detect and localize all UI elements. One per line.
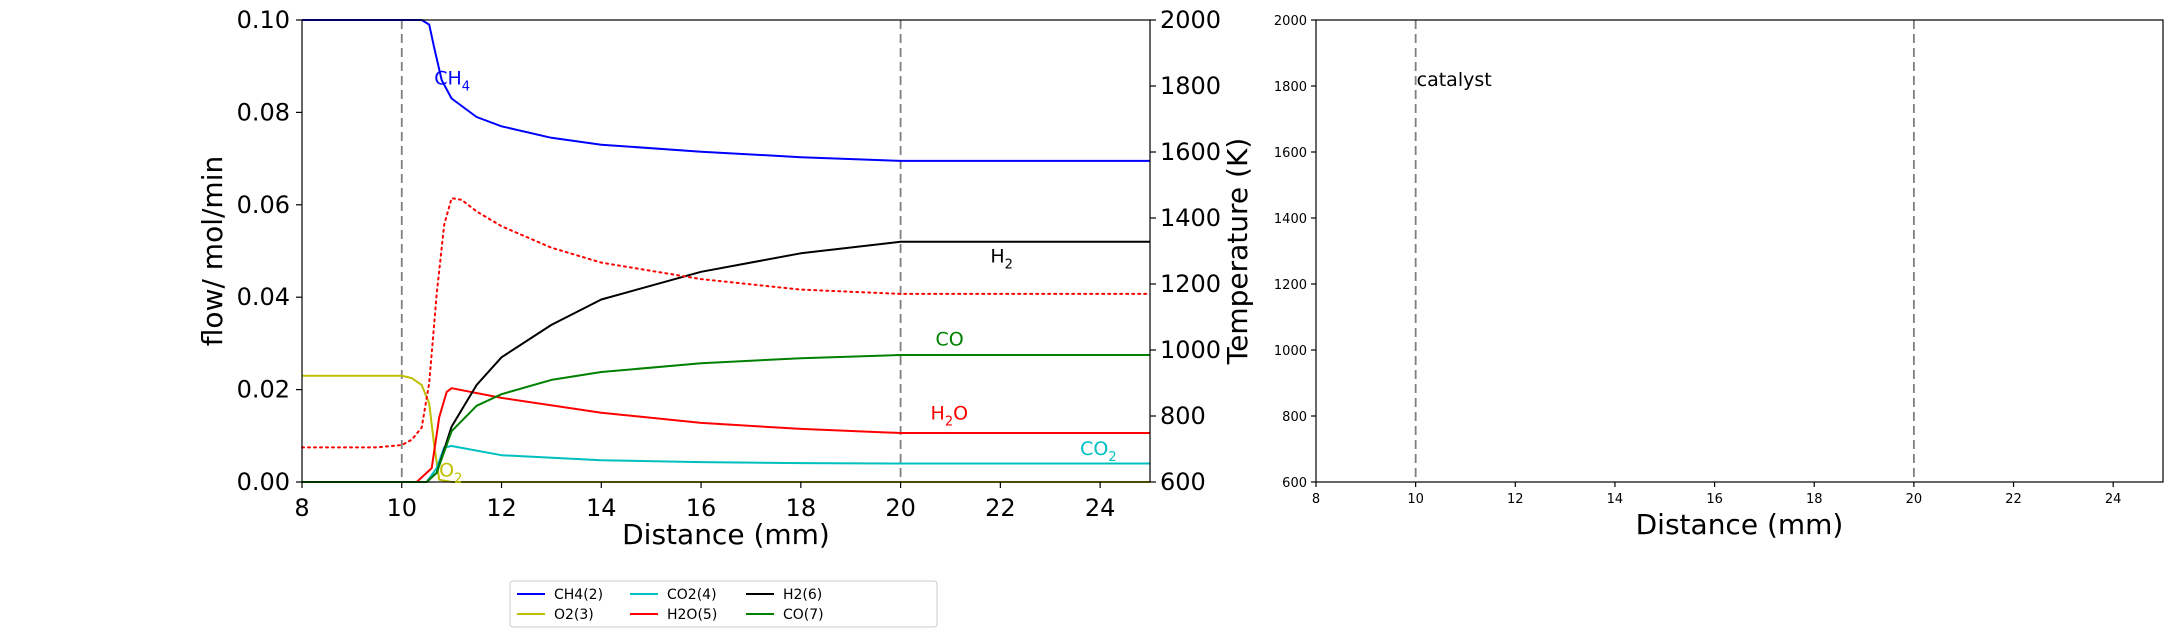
y-tick-label: 1600	[1274, 146, 1307, 161]
x-tick-label: 22	[2005, 492, 2022, 507]
species-label-text: H	[931, 403, 945, 425]
x-axis-ticks: 8 10 12 14 16 18 20 22 24	[294, 482, 1115, 522]
x-tick-label: 16	[1706, 492, 1723, 507]
species-label-subscript: 2	[1108, 450, 1116, 465]
series-line-o2-3-	[302, 374, 1150, 483]
species-label-suffix: O	[953, 403, 968, 425]
species-label: CH4	[434, 68, 470, 95]
legend-label: O2(3)	[554, 607, 594, 623]
y2-axis-title: Temperature (K)	[1221, 138, 1254, 365]
species-label: O2	[439, 459, 462, 486]
y-axis-ticks: 0.00 0.02 0.04 0.06 0.08 0.10	[237, 6, 302, 496]
y-axis-title: flow/ mol/min	[196, 156, 229, 346]
catalyst-boundary-lines	[1414, 20, 1915, 482]
legend-label: H2O(5)	[667, 607, 717, 623]
x-tick-label: 14	[1607, 492, 1624, 507]
species-label: CO	[936, 329, 964, 351]
y2-tick-label: 1200	[1160, 270, 1221, 298]
legend-label: CO2(4)	[667, 587, 717, 603]
y-tick-label: 1400	[1274, 212, 1307, 227]
y-tick-label: 0.04	[237, 283, 290, 311]
species-label-subscript: 2	[945, 415, 953, 430]
legend: CH4(2) O2(3) CO2(4) H2O(5) H2(6) CO(7)	[509, 580, 938, 628]
x-axis-title: Distance (mm)	[1636, 508, 1844, 541]
y-tick-label: 2000	[1274, 14, 1307, 29]
y-axis-ticks: 600 800 1000 1200 1400 1600 1800 2000	[1274, 14, 1316, 491]
species-label: CO2	[1080, 438, 1117, 465]
species-label-subscript: 2	[1005, 258, 1013, 273]
catalyst-label: catalyst	[1417, 69, 1492, 91]
x-tick-label: 12	[1507, 492, 1524, 507]
y-tick-label: 800	[1282, 410, 1307, 425]
series-line-co2-4-	[302, 445, 1150, 483]
x-tick-label: 12	[486, 494, 517, 522]
legend-label: H2(6)	[783, 587, 822, 603]
temperature-chart: 8 10 12 14 16 18 20 22 24 600 800 1000 1200 1400 1600…	[1274, 14, 2164, 541]
species-label-text: H	[990, 246, 1004, 268]
series-line-co-7-	[302, 354, 1150, 483]
y-tick-label: 600	[1282, 476, 1307, 491]
y2-tick-label: 600	[1160, 468, 1206, 496]
y-tick-label: 0.10	[237, 6, 290, 34]
y2-tick-label: 2000	[1160, 6, 1221, 34]
x-tick-label: 18	[1806, 492, 1823, 507]
flow-temperature-chart: 8 10 12 14 16 18 20 22 24 0.000.020.040.060.080.…	[196, 6, 1254, 551]
y-tick-label: 1000	[1274, 344, 1307, 359]
series-lines	[301, 19, 1151, 483]
x-tick-label: 22	[985, 494, 1016, 522]
y2-tick-label: 1600	[1160, 138, 1221, 166]
x-tick-label: 8	[294, 494, 309, 522]
legend-entries: CH4(2) O2(3) CO2(4) H2O(5) H2(6) CO(7)	[517, 587, 824, 623]
species-label: H2O	[931, 403, 969, 430]
legend-label: CH4(2)	[554, 587, 603, 603]
y-tick-label: 0.00	[237, 468, 290, 496]
species-label-text: CO	[1080, 438, 1108, 460]
y2-tick-label: 1800	[1160, 72, 1221, 100]
plot-frame	[301, 19, 1151, 483]
species-label-text: CH	[434, 68, 462, 90]
species-label-text: O	[439, 459, 454, 481]
species-label: H2	[990, 246, 1013, 273]
y-tick-label: 0.08	[237, 98, 290, 126]
x-tick-label: 24	[2105, 492, 2122, 507]
species-label-subscript: 2	[454, 471, 462, 486]
x-tick-label: 10	[1407, 492, 1424, 507]
y-tick-label: 0.06	[237, 191, 290, 219]
catalyst-label-text: catalyst	[1417, 69, 1492, 91]
y2-tick-label: 1000	[1160, 336, 1221, 364]
y2-tick-label: 800	[1160, 402, 1206, 430]
catalyst-boundary-lines	[400, 20, 902, 482]
y-tick-label: 0.02	[237, 376, 290, 404]
species-label-text: CO	[936, 329, 964, 351]
legend-label: CO(7)	[783, 607, 824, 623]
x-tick-label: 24	[1085, 494, 1116, 522]
x-tick-label: 18	[786, 494, 817, 522]
y-tick-label: 1800	[1274, 80, 1307, 95]
y2-tick-label: 1400	[1160, 204, 1221, 232]
x-tick-label: 14	[586, 494, 617, 522]
series-line-h2o-5-	[302, 387, 1150, 483]
x-tick-label: 16	[686, 494, 717, 522]
x-tick-label: 10	[386, 494, 417, 522]
x-tick-label: 20	[1906, 492, 1923, 507]
x-axis-ticks: 8 10 12 14 16 18 20 22 24	[1312, 482, 2122, 507]
y2-axis-ticks: 600 800 1000 1200 1400 1600 1800 2000	[1150, 6, 1221, 496]
x-axis-title: Distance (mm)	[622, 518, 830, 551]
series-line-temperature-6	[301, 197, 1151, 449]
y-tick-label: 1200	[1274, 278, 1307, 293]
x-tick-label: 20	[885, 494, 916, 522]
plot-frame	[1315, 19, 2164, 483]
species-label-subscript: 4	[462, 80, 470, 95]
x-tick-label: 8	[1312, 492, 1320, 507]
legend-box	[509, 580, 938, 628]
series-line-ch4-2-	[302, 19, 1150, 162]
